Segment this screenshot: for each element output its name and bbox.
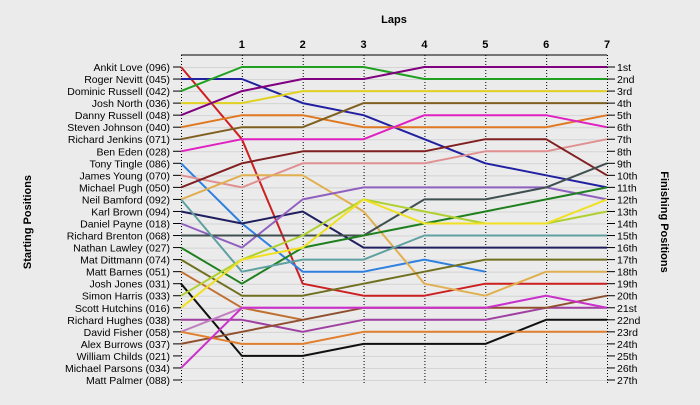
starting-position-label: Dominic Russell (042) [67,86,170,98]
series-line-18 [180,198,607,273]
starting-position-label: Roger Nevitt (045) [84,74,170,86]
x-tick-label: 5 [482,39,488,51]
starting-position-label: Nathan Lawley (027) [73,243,170,255]
series-line-26 [180,294,608,369]
finishing-position-label: 10th [617,170,638,182]
finishing-position-label: 21st [617,303,637,315]
starting-position-label: Simon Harris (033) [82,291,170,303]
finishing-position-label: 25th [617,351,638,363]
series-line-9 [180,162,486,273]
finishing-position-label: 22nd [617,315,641,327]
finishing-position-label: 3rd [617,86,632,98]
starting-position-label: Karl Brown (094) [91,206,170,218]
x-tick-label: 3 [361,39,367,51]
finishing-position-label: 17th [617,255,638,267]
x-tick-label: 6 [543,39,549,51]
finishing-position-label: 2nd [617,74,635,86]
finishing-position-label: 26th [617,363,638,375]
x-tick-label: 7 [604,39,610,51]
finishing-position-label: 5th [617,110,632,122]
starting-position-label: Ben Eden (028) [96,146,170,158]
series-line-8 [180,114,608,153]
x-tick-label: 4 [421,39,428,51]
starting-position-label: Richard Brenton (068) [67,231,170,243]
finishing-position-label: 12th [617,194,638,206]
starting-position-label: Michael Parsons (034) [65,363,170,375]
series-line-10 [180,138,608,189]
starting-position-label: Ankit Love (096) [94,62,170,74]
starting-position-label: Michael Pugh (050) [79,182,170,194]
finishing-position-label: 14th [617,219,638,231]
finishing-position-label: 18th [617,267,638,279]
finishing-position-label: 20th [617,291,638,303]
starting-position-label: William Childs (021) [77,351,170,363]
finishing-position-label: 27th [617,375,638,387]
finishing-position-label: 15th [617,231,638,243]
finishing-position-label: 23rd [617,327,638,339]
series-line-27 [180,198,608,309]
starting-position-label: Matt Palmer (088) [86,375,170,387]
x-tick-labels: 1 2 3 4 5 6 7 [239,39,610,51]
starting-position-labels: Ankit Love (096)Roger Nevitt (045)Domini… [65,62,181,387]
finishing-position-label: 7th [617,134,632,146]
starting-position-label: Daniel Payne (018) [80,219,170,231]
starting-position-label: James Young (070) [80,170,170,182]
starting-position-label: Steven Johnson (040) [67,122,170,134]
series-line-20 [180,283,607,357]
starting-position-label: Neil Bamford (092) [82,194,170,206]
finishing-position-label: 16th [617,243,638,255]
finishing-position-label: 11th [617,182,637,194]
finishing-position-label: 8th [617,146,632,158]
starting-position-label: Tony Tingle (086) [89,158,170,170]
series-line-15 [181,162,608,237]
starting-position-label: Josh North (036) [92,98,170,110]
series-line-7 [180,102,607,141]
series-line-14 [180,186,608,249]
finishing-position-label: 24th [617,339,638,351]
starting-position-label: David Fisher (058) [84,327,170,339]
series-lines [180,66,608,369]
series-line-25 [180,330,607,345]
starting-position-label: Richard Jenkins (071) [68,134,170,146]
y-axis-label-left: Starting Positions [22,175,34,269]
starting-position-label: Scott Hutchins (016) [75,303,170,315]
y-axis-label-right: Finishing Positions [658,171,670,272]
series-line-4 [181,90,607,105]
x-tick-label: 2 [300,39,306,51]
starting-position-label: Josh Jones (031) [89,279,170,291]
starting-position-label: Alex Burrows (037) [81,339,170,351]
series-line-16 [180,186,608,285]
series-line-1 [180,66,607,297]
starting-position-label: Matt Barnes (051) [86,267,170,279]
finishing-position-label: 4th [617,98,632,110]
finishing-position-label: 13th [617,206,638,218]
chart-title: Laps [381,14,407,26]
series-line-5 [180,66,607,117]
series-line-17 [180,258,607,297]
starting-position-label: Mat Dittmann (074) [80,255,170,267]
finishing-position-label: 9th [617,158,632,170]
starting-position-label: Danny Russell (048) [75,110,170,122]
starting-position-label: Richard Hughes (038) [67,315,170,327]
finishing-position-label: 6th [617,122,632,134]
x-tick-label: 1 [239,39,245,51]
finishing-position-labels: 1st2nd3rd4th5th6th7th8th9th10th11th12th1… [607,62,641,387]
finishing-position-label: 1st [617,62,631,74]
finishing-position-label: 19th [617,279,638,291]
series-line-22 [181,306,607,333]
series-line-11 [180,138,608,189]
